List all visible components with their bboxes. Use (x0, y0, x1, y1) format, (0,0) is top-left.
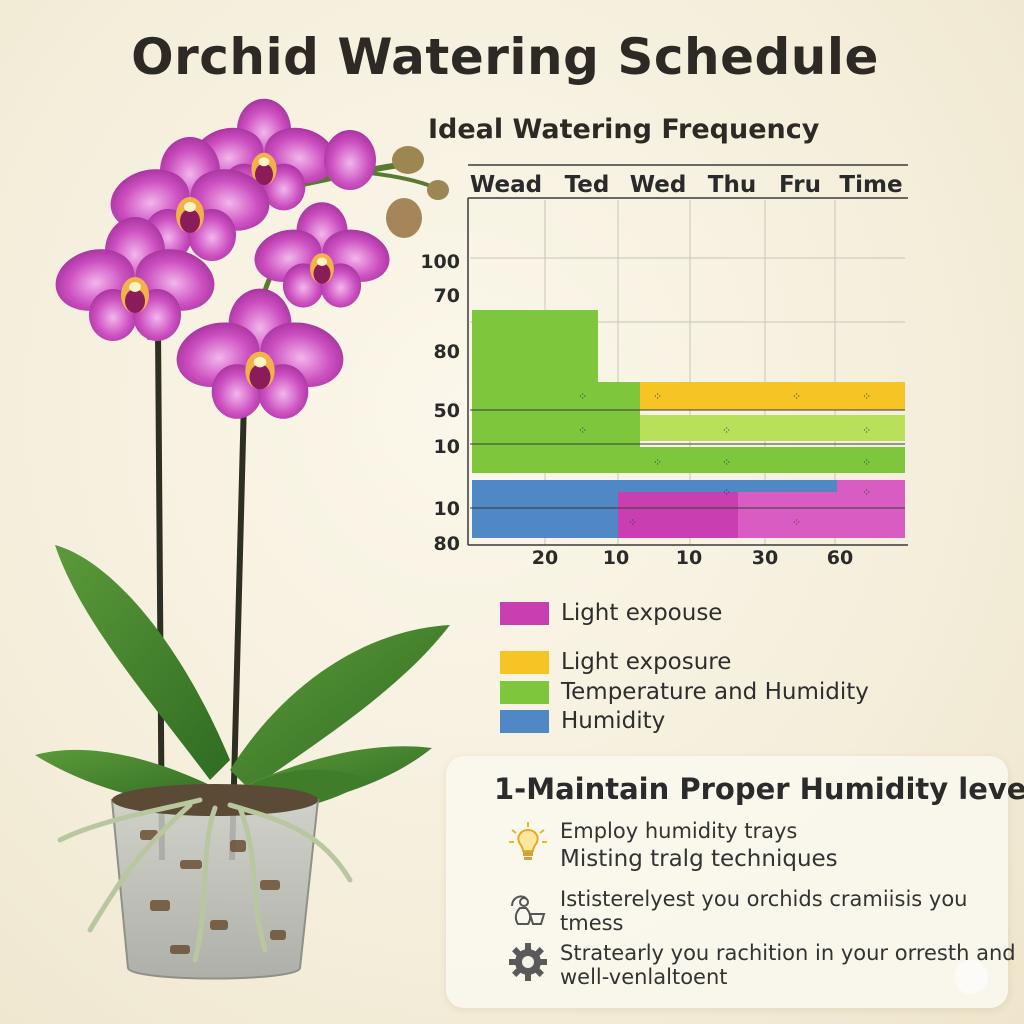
x-axis-label: 10 (676, 547, 702, 569)
y-axis-label: 80 (434, 533, 460, 555)
page-title: Orchid Watering Schedule (131, 28, 879, 86)
y-axis-label: 10 (434, 498, 460, 520)
bar-green-low (640, 447, 905, 473)
humidity-tips-card: 1-Maintain Proper Humidity levels Employ… (446, 756, 1024, 1008)
legend-item: Temperature and Humidity (500, 679, 869, 705)
x-axis-label: 10 (603, 547, 629, 569)
x-axis-label: 20 (532, 547, 558, 569)
gear-icon (509, 943, 547, 981)
legend-label: Temperature and Humidity (561, 679, 869, 705)
x-axis-label: 30 (752, 547, 778, 569)
watering-frequency-chart: ⁘ ⁘ ⁘ ⁘ ⁘ ⁘ ⁘ ⁘ ⁘ ⁘ ⁘ ⁘ ⁘ ⁘ Wead Ted Wed Thu Fru Tim… (420, 164, 908, 569)
svg-text:⁘: ⁘ (862, 424, 871, 437)
day-header: Time (839, 172, 902, 198)
svg-text:⁘: ⁘ (722, 486, 731, 499)
svg-text:⁘: ⁘ (722, 424, 731, 437)
chart-title: Ideal Watering Frequency (428, 114, 820, 145)
orchid-illustration (35, 98, 450, 980)
svg-text:⁘: ⁘ (862, 456, 871, 469)
bar-yellow (640, 382, 905, 410)
day-header: Wead (470, 172, 542, 198)
tip-text-line: Misting tralg techniques (560, 846, 838, 872)
bar-magenta-a (618, 492, 738, 538)
day-header: Wed (630, 172, 687, 198)
tip-text-line: Ististerelyest you orchids cramiisis you (560, 887, 968, 911)
legend-label: Light expouse (561, 600, 723, 626)
legend-swatch (500, 601, 549, 625)
day-header: Ted (565, 172, 610, 198)
svg-text:⁘: ⁘ (578, 424, 587, 437)
water-drop-markers: ⁘ ⁘ ⁘ ⁘ ⁘ ⁘ ⁘ ⁘ ⁘ ⁘ ⁘ ⁘ ⁘ ⁘ (578, 390, 871, 529)
y-axis-label: 80 (434, 341, 460, 363)
svg-text:⁘: ⁘ (862, 390, 871, 403)
svg-text:⁘: ⁘ (628, 516, 637, 529)
y-axis-label: 50 (434, 400, 460, 422)
bar-green-mid (598, 382, 640, 473)
tip-text-line: well-venlaltoent (560, 965, 728, 989)
legend-swatch (500, 709, 549, 733)
legend-item: Light exposure (500, 649, 731, 675)
legend-label: Light exposure (561, 649, 732, 675)
legend-swatch (500, 650, 549, 674)
day-header: Fru (779, 172, 821, 198)
more-options-icon[interactable] (954, 960, 988, 994)
legend-swatch (500, 680, 549, 704)
legend-item: Light expouse (500, 600, 722, 626)
tip-text-line: tmess (560, 911, 624, 935)
svg-text:⁘: ⁘ (792, 516, 801, 529)
lightbulb-icon (509, 822, 547, 860)
legend-label: Humidity (561, 708, 666, 734)
bar-magenta-c (837, 480, 905, 538)
card-title: 1-Maintain Proper Humidity levels (494, 772, 1024, 806)
bar-green-tall (472, 310, 598, 473)
y-axis-label: 70 (434, 285, 460, 307)
tip-text-line: Stratearly you rachition in your orresth… (560, 941, 1016, 965)
x-axis-label: 60 (827, 547, 853, 569)
bar-magenta-b (738, 492, 837, 538)
svg-text:⁘: ⁘ (578, 390, 587, 403)
svg-text:⁘: ⁘ (792, 390, 801, 403)
y-axis-label: 100 (420, 251, 460, 273)
legend-item: Humidity (500, 708, 665, 734)
svg-text:⁘: ⁘ (722, 456, 731, 469)
svg-text:⁘: ⁘ (653, 390, 662, 403)
bar-lightgreen (640, 415, 905, 441)
y-axis-label: 10 (434, 436, 460, 458)
plant-pot-icon (511, 895, 546, 925)
svg-text:⁘: ⁘ (653, 456, 662, 469)
tip-text-line: Employ humidity trays (560, 819, 798, 843)
day-header: Thu (708, 172, 756, 198)
svg-text:⁘: ⁘ (862, 486, 871, 499)
